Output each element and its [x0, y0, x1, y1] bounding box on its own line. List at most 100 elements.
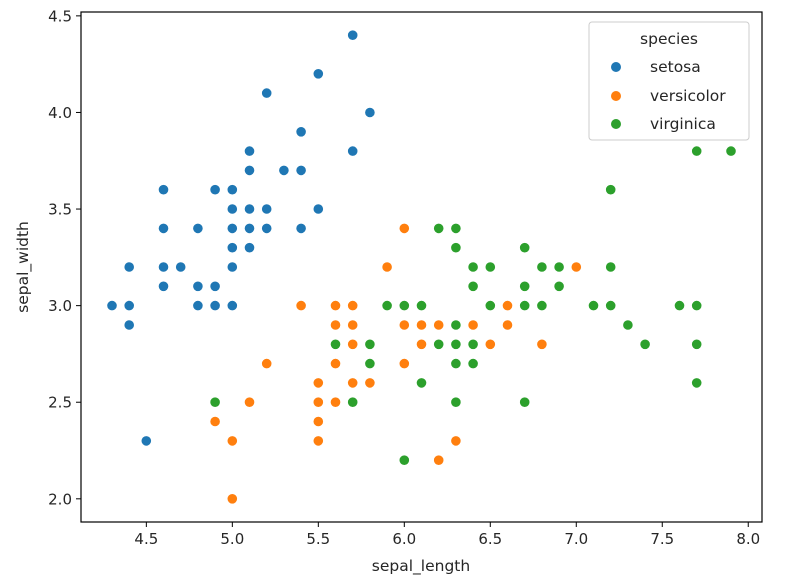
point-virginica: [329, 338, 342, 350]
x-tick-label: 7.0: [564, 530, 588, 548]
point-virginica: [467, 357, 479, 370]
point-versicolor: [364, 377, 376, 389]
y-tick-label: 2.0: [48, 490, 72, 508]
plot-frame: [80, 11, 763, 523]
y-tick-label: 2.5: [48, 394, 72, 412]
point-virginica: [398, 299, 410, 312]
point-virginica: [536, 299, 548, 312]
point-versicolor: [329, 299, 342, 312]
point-virginica: [450, 242, 462, 254]
point-versicolor: [501, 319, 514, 331]
x-tick-label: 7.5: [650, 530, 674, 548]
point-versicolor: [347, 319, 359, 331]
point-setosa: [295, 164, 307, 176]
point-versicolor: [381, 261, 393, 273]
point-virginica: [725, 145, 737, 157]
point-versicolor: [398, 357, 410, 370]
point-setosa: [243, 222, 256, 234]
y-tick-label: 3.5: [48, 201, 72, 219]
point-virginica: [622, 319, 634, 331]
point-versicolor: [226, 435, 238, 447]
legend-entry-setosa: setosa: [650, 58, 701, 76]
point-versicolor: [398, 222, 410, 234]
x-axis: 4.5 5.0 5.5 6.0 6.5 7.0 7.5 8.0: [134, 522, 760, 548]
point-versicolor: [312, 396, 324, 408]
point-setosa: [278, 164, 290, 176]
point-versicolor: [347, 377, 359, 389]
point-setosa: [226, 222, 238, 234]
point-versicolor: [329, 396, 342, 408]
point-virginica: [415, 299, 428, 312]
point-setosa: [157, 222, 170, 234]
point-versicolor: [536, 338, 548, 350]
point-virginica: [450, 222, 462, 234]
point-setosa: [209, 299, 221, 312]
point-setosa: [106, 299, 118, 312]
point-virginica: [605, 261, 617, 273]
point-setosa: [364, 106, 376, 119]
point-setosa: [261, 203, 273, 215]
point-virginica: [347, 396, 359, 408]
legend-marker-virginica: [611, 119, 621, 129]
point-setosa: [243, 203, 256, 215]
point-virginica: [553, 280, 565, 292]
point-virginica: [553, 261, 565, 273]
point-versicolor: [295, 299, 307, 312]
point-virginica: [381, 299, 393, 312]
point-setosa: [261, 87, 273, 99]
point-versicolor: [467, 319, 479, 331]
point-setosa: [192, 280, 204, 292]
point-setosa: [312, 68, 324, 80]
legend-marker-versicolor: [611, 91, 621, 101]
point-setosa: [157, 280, 170, 292]
point-virginica: [691, 377, 703, 389]
point-versicolor: [484, 338, 496, 350]
point-versicolor: [570, 261, 582, 273]
point-virginica: [691, 338, 703, 350]
y-axis: 2.0 2.5 3.0 3.5 4.0 4.5: [48, 7, 81, 508]
point-setosa: [209, 280, 221, 292]
point-virginica: [691, 299, 703, 312]
point-setosa: [140, 435, 152, 447]
point-versicolor: [312, 377, 324, 389]
point-versicolor: [329, 357, 342, 370]
point-setosa: [157, 261, 170, 273]
point-versicolor: [347, 299, 359, 312]
point-virginica: [209, 396, 221, 408]
point-versicolor: [243, 396, 256, 408]
point-setosa: [243, 242, 256, 254]
x-tick-label: 8.0: [736, 530, 760, 548]
point-versicolor: [312, 415, 324, 428]
point-virginica: [605, 299, 617, 312]
x-axis-label: sepal_length: [372, 557, 470, 576]
point-virginica: [433, 222, 445, 234]
point-virginica: [519, 299, 531, 312]
point-virginica: [467, 280, 479, 292]
point-virginica: [519, 396, 531, 408]
point-virginica: [467, 261, 479, 273]
point-setosa: [209, 184, 221, 196]
point-virginica: [450, 319, 462, 331]
point-setosa: [226, 242, 238, 254]
point-versicolor: [415, 338, 428, 350]
point-setosa: [295, 222, 307, 234]
point-setosa: [157, 184, 170, 196]
point-virginica: [364, 338, 376, 350]
point-versicolor: [209, 415, 221, 428]
point-virginica: [484, 299, 496, 312]
x-tick-label: 6.0: [392, 530, 416, 548]
point-virginica: [519, 280, 531, 292]
point-setosa: [123, 261, 135, 273]
legend-marker-setosa: [611, 62, 621, 72]
y-tick-label: 3.0: [48, 297, 72, 315]
point-setosa: [226, 184, 238, 196]
point-versicolor: [398, 319, 410, 331]
point-setosa: [312, 203, 324, 215]
y-tick-label: 4.5: [48, 7, 72, 25]
point-virginica: [467, 338, 479, 350]
x-tick-label: 5.5: [306, 530, 330, 548]
point-virginica: [691, 145, 703, 157]
points-layer: [106, 29, 737, 505]
point-setosa: [123, 319, 135, 331]
